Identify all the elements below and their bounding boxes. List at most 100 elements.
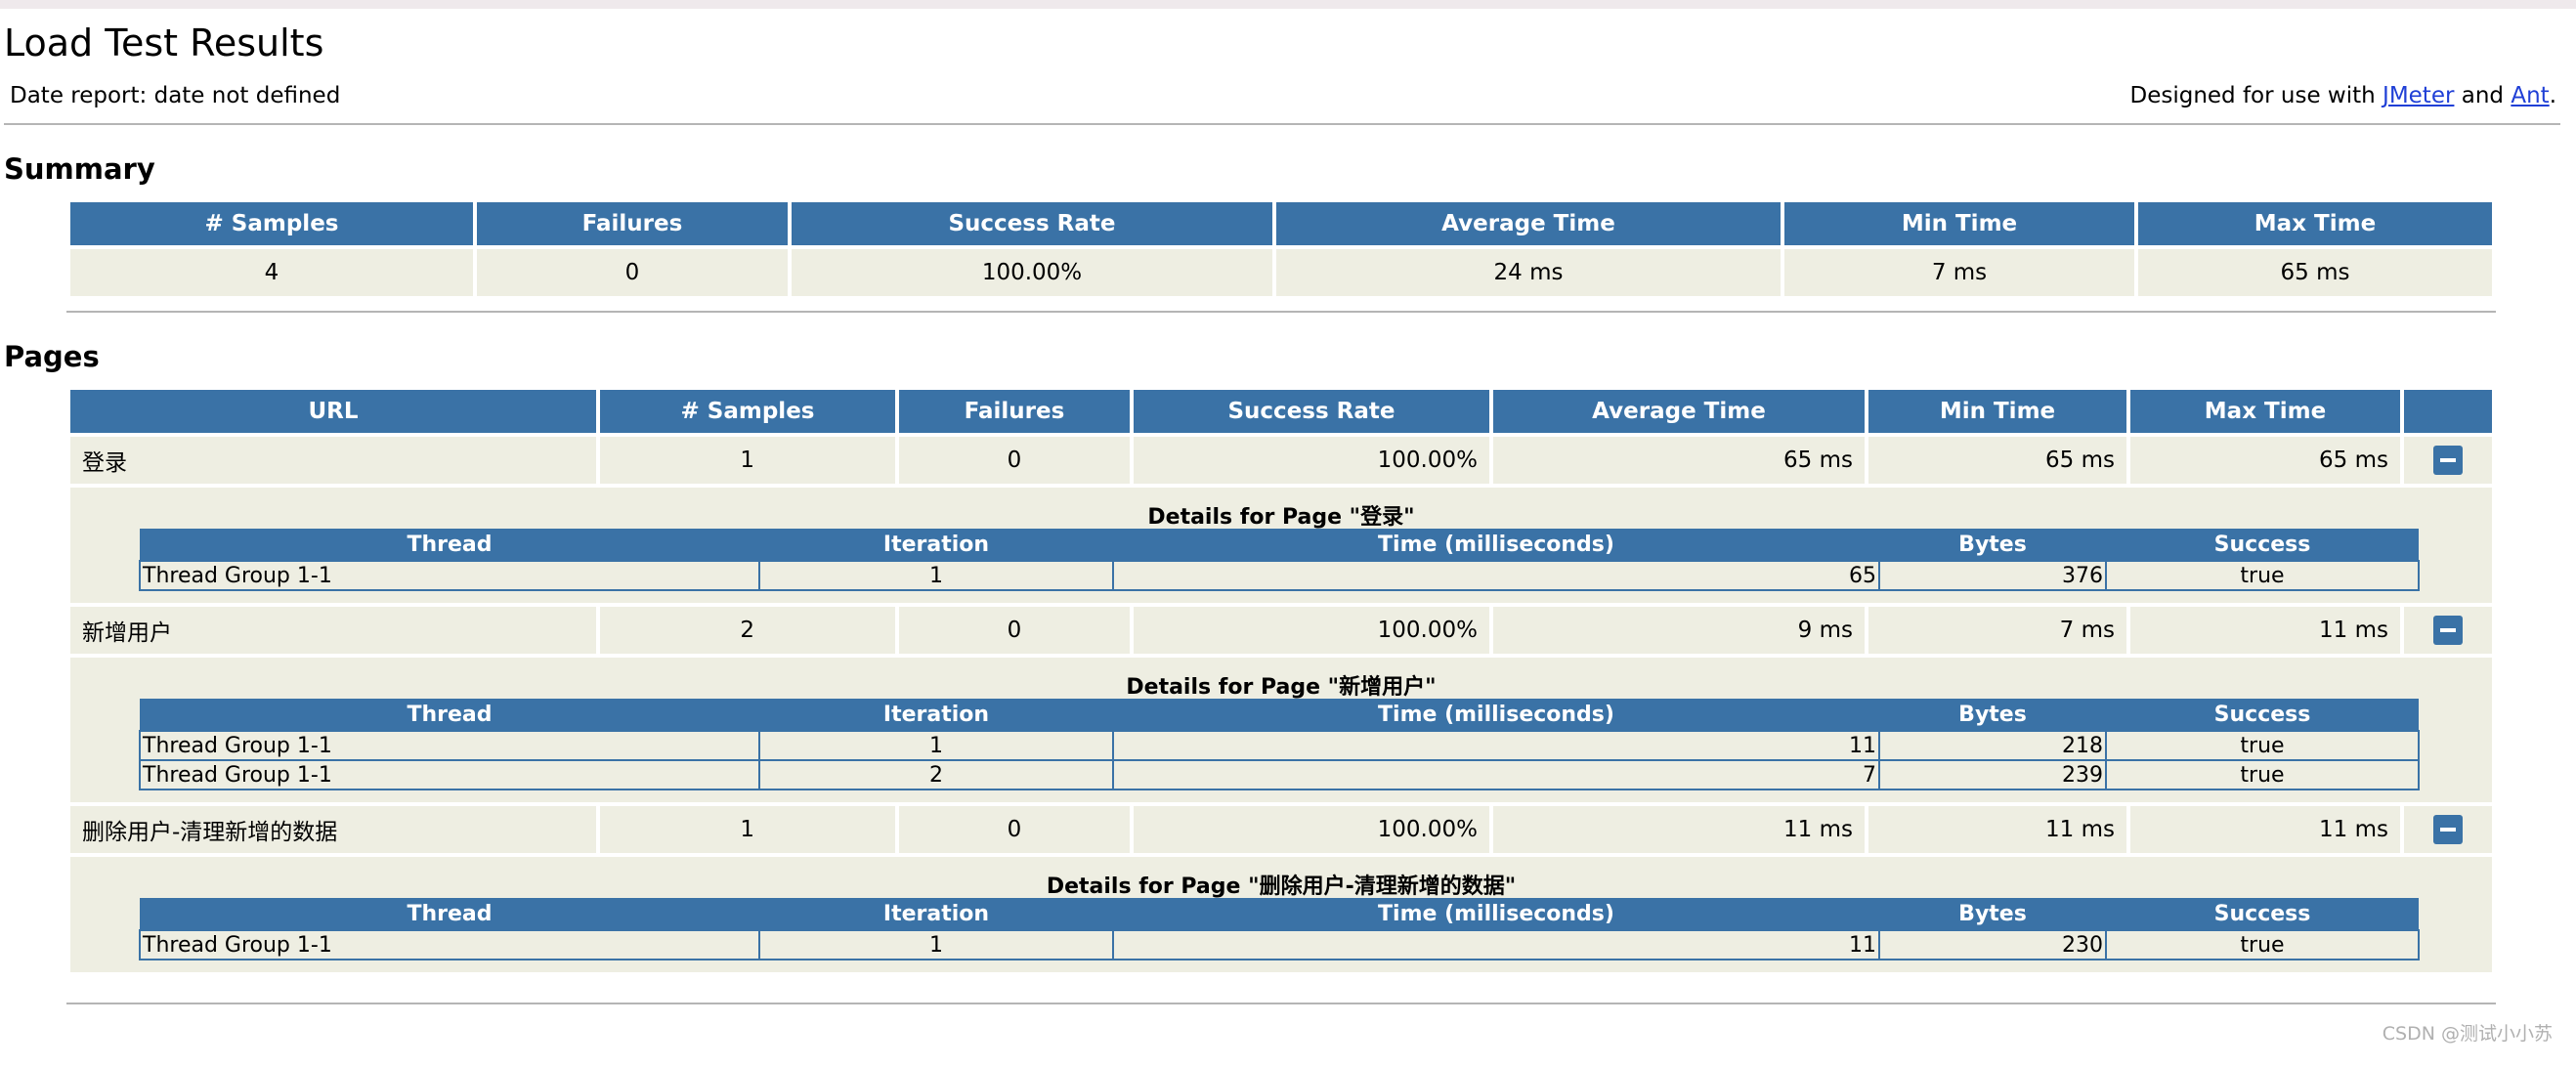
detail-success: true: [2105, 759, 2420, 790]
detail-header-row: Thread Iteration Time (milliseconds) Byt…: [140, 699, 2419, 731]
page-detail-row: Details for Page "删除用户-清理新增的数据" Thread I…: [70, 857, 2492, 972]
detail-iteration: 2: [758, 759, 1114, 790]
page-row: 登录 1 0 100.00% 65 ms 65 ms 65 ms: [70, 437, 2492, 484]
detail-row: Thread Group 1-1 1 11 218 true: [139, 730, 2420, 761]
designed-prefix: Designed for use with: [2129, 83, 2383, 108]
detail-iteration: 1: [758, 929, 1114, 960]
page-min-time: 11 ms: [1868, 806, 2126, 853]
detail-row: Thread Group 1-1 2 7 239 true: [139, 759, 2420, 790]
pages-col-samples: # Samples: [600, 390, 895, 433]
page-detail-cell: Details for Page "新增用户" Thread Iteration…: [70, 658, 2492, 802]
page-min-time: 7 ms: [1868, 607, 2126, 654]
pages-divider: [66, 1003, 2496, 1004]
pages-col-success-rate: Success Rate: [1134, 390, 1489, 433]
detail-title: Details for Page "新增用户": [1126, 675, 1437, 700]
detail-row: Thread Group 1-1 1 65 376 true: [139, 560, 2420, 591]
detail-iteration: 1: [758, 730, 1114, 761]
pages-col-min-time: Min Time: [1868, 390, 2126, 433]
detail-col-thread: Thread: [140, 529, 759, 561]
page-success-rate: 100.00%: [1134, 607, 1489, 654]
page-max-time: 11 ms: [2130, 607, 2400, 654]
detail-col-bytes: Bytes: [1879, 699, 2106, 731]
summary-col-failures: Failures: [477, 202, 788, 245]
detail-col-iteration: Iteration: [759, 699, 1113, 731]
jmeter-link[interactable]: JMeter: [2383, 83, 2455, 108]
detail-header-row: Thread Iteration Time (milliseconds) Byt…: [140, 898, 2419, 930]
page-detail-row: Details for Page "新增用户" Thread Iteration…: [70, 658, 2492, 802]
detail-time: 11: [1112, 730, 1880, 761]
page-average-time: 11 ms: [1493, 806, 1865, 853]
detail-thread: Thread Group 1-1: [139, 560, 760, 591]
detail-col-time: Time (milliseconds): [1113, 699, 1879, 731]
detail-thread: Thread Group 1-1: [139, 929, 760, 960]
page-detail-cell: Details for Page "删除用户-清理新增的数据" Thread I…: [70, 857, 2492, 972]
detail-thread: Thread Group 1-1: [139, 730, 760, 761]
detail-time: 7: [1112, 759, 1880, 790]
page-title: Load Test Results: [4, 21, 324, 64]
detail-col-bytes: Bytes: [1879, 529, 2106, 561]
header-divider: [4, 123, 2560, 125]
detail-thread: Thread Group 1-1: [139, 759, 760, 790]
summary-table: # Samples Failures Success Rate Average …: [66, 198, 2496, 300]
page-average-time: 65 ms: [1493, 437, 1865, 484]
page-detail-cell: Details for Page "登录" Thread Iteration T…: [70, 488, 2492, 603]
page-url: 登录: [70, 437, 596, 484]
detail-col-success: Success: [2106, 529, 2419, 561]
detail-success: true: [2105, 560, 2420, 591]
detail-col-success: Success: [2106, 898, 2419, 930]
watermark: CSDN @测试小小苏: [2382, 1023, 2553, 1045]
pages-col-toggle: [2404, 390, 2492, 433]
summary-samples-value: 4: [70, 249, 473, 296]
pages-table: URL # Samples Failures Success Rate Aver…: [66, 386, 2496, 976]
summary-failures-value: 0: [477, 249, 788, 296]
detail-bytes: 230: [1878, 929, 2107, 960]
summary-col-samples: # Samples: [70, 202, 473, 245]
page-row: 新增用户 2 0 100.00% 9 ms 7 ms 11 ms: [70, 607, 2492, 654]
summary-header-row: # Samples Failures Success Rate Average …: [70, 202, 2492, 245]
detail-title: Details for Page "登录": [1147, 505, 1415, 530]
page-samples: 1: [600, 437, 895, 484]
page-max-time: 65 ms: [2130, 437, 2400, 484]
page-samples: 1: [600, 806, 895, 853]
pages-col-average-time: Average Time: [1493, 390, 1865, 433]
page-toggle-cell: [2404, 437, 2492, 484]
pages-col-failures: Failures: [899, 390, 1130, 433]
detail-iteration: 1: [758, 560, 1114, 591]
detail-header-row: Thread Iteration Time (milliseconds) Byt…: [140, 529, 2419, 561]
detail-col-iteration: Iteration: [759, 529, 1113, 561]
page-min-time: 65 ms: [1868, 437, 2126, 484]
detail-table: Thread Iteration Time (milliseconds) Byt…: [139, 898, 2420, 960]
page-failures: 0: [899, 806, 1130, 853]
page-success-rate: 100.00%: [1134, 806, 1489, 853]
page-max-time: 11 ms: [2130, 806, 2400, 853]
detail-bytes: 239: [1878, 759, 2107, 790]
page-average-time: 9 ms: [1493, 607, 1865, 654]
detail-col-time: Time (milliseconds): [1113, 529, 1879, 561]
detail-time: 65: [1112, 560, 1880, 591]
minus-collapse-icon[interactable]: [2433, 815, 2463, 844]
page-failures: 0: [899, 437, 1130, 484]
ant-link[interactable]: Ant: [2511, 83, 2550, 108]
page-row: 删除用户-清理新增的数据 1 0 100.00% 11 ms 11 ms 11 …: [70, 806, 2492, 853]
detail-bytes: 218: [1878, 730, 2107, 761]
page-failures: 0: [899, 607, 1130, 654]
detail-success: true: [2105, 730, 2420, 761]
detail-col-success: Success: [2106, 699, 2419, 731]
summary-average-time-value: 24 ms: [1276, 249, 1781, 296]
minus-collapse-icon[interactable]: [2433, 446, 2463, 475]
summary-col-average-time: Average Time: [1276, 202, 1781, 245]
detail-title: Details for Page "删除用户-清理新增的数据": [1046, 875, 1517, 899]
page-url: 删除用户-清理新增的数据: [70, 806, 596, 853]
summary-success-rate-value: 100.00%: [792, 249, 1272, 296]
summary-max-time-value: 65 ms: [2138, 249, 2492, 296]
page-detail-row: Details for Page "登录" Thread Iteration T…: [70, 488, 2492, 603]
detail-col-thread: Thread: [140, 699, 759, 731]
detail-success: true: [2105, 929, 2420, 960]
summary-col-success-rate: Success Rate: [792, 202, 1272, 245]
page-toggle-cell: [2404, 806, 2492, 853]
pages-col-max-time: Max Time: [2130, 390, 2400, 433]
pages-heading: Pages: [4, 340, 100, 373]
page-samples: 2: [600, 607, 895, 654]
minus-collapse-icon[interactable]: [2433, 616, 2463, 645]
detail-col-bytes: Bytes: [1879, 898, 2106, 930]
